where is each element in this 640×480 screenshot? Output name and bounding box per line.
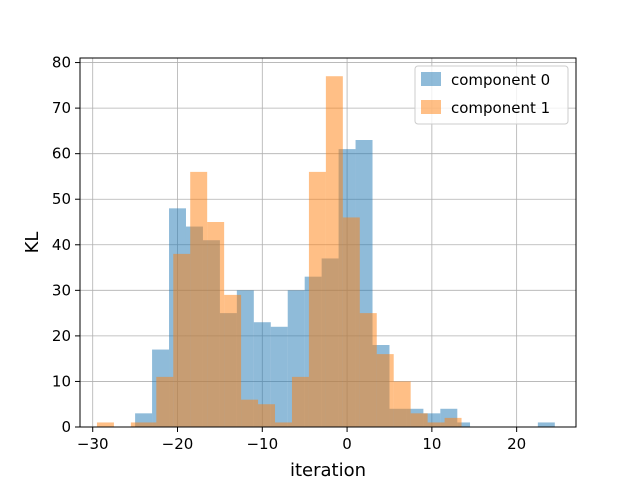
x-tick-label: 10 [422, 435, 441, 453]
bar-component-1 [291, 376, 309, 427]
y-tick-label: 70 [52, 99, 71, 117]
bar-component-1 [410, 413, 428, 427]
bar-component-1 [139, 422, 157, 427]
x-axis-label: iteration [290, 460, 366, 480]
x-tick-label: 20 [507, 435, 526, 453]
bar-component-1 [393, 381, 411, 427]
bar-component-1 [308, 171, 326, 427]
y-tick-label: 80 [52, 54, 71, 72]
bar-component-1 [130, 422, 140, 427]
legend-box [414, 65, 569, 125]
bar-component-0 [537, 422, 555, 427]
legend-label-component-1: component 1 [451, 99, 550, 117]
bar-component-1 [96, 422, 114, 427]
legend-swatch-component-1 [421, 100, 441, 114]
bar-component-1 [427, 422, 445, 427]
bar-component-1 [359, 313, 377, 427]
x-tick-label: 0 [342, 435, 352, 453]
bar-component-1 [207, 222, 225, 427]
bar-component-1 [241, 399, 259, 427]
x-tick-label: −10 [246, 435, 278, 453]
bar-component-1 [275, 422, 292, 427]
bar-component-1 [376, 354, 394, 427]
plot-frame [79, 57, 577, 428]
legend: component 0 component 1 [414, 65, 569, 125]
bar-component-1 [224, 294, 242, 427]
bar-component-1 [173, 253, 191, 427]
x-tick-label: −30 [77, 435, 109, 453]
bar-component-1 [325, 76, 343, 427]
bar-component-1 [190, 171, 208, 427]
bar-component-1 [342, 217, 360, 427]
axis-ticks: −30 −20 −10 0 10 20 0 10 20 30 40 50 60 70 80 [52, 54, 526, 453]
bar-component-1 [156, 376, 174, 427]
y-tick-label: 10 [52, 372, 71, 390]
y-tick-label: 60 [52, 145, 71, 163]
legend-label-component-0: component 0 [451, 71, 550, 89]
bar-component-1 [258, 404, 276, 427]
y-tick-label: 30 [52, 281, 71, 299]
y-tick-label: 0 [61, 418, 71, 436]
x-tick-label: −20 [162, 435, 194, 453]
y-axis-label: KL [22, 232, 43, 254]
bar-component-0 [236, 290, 254, 427]
bar-component-0 [270, 326, 288, 427]
y-tick-label: 50 [52, 190, 71, 208]
y-tick-label: 20 [52, 327, 71, 345]
y-tick-label: 40 [52, 236, 71, 254]
bars [96, 76, 555, 427]
legend-swatch-component-0 [421, 72, 441, 86]
bar-component-1 [444, 417, 462, 427]
bar-component-0 [457, 422, 471, 427]
